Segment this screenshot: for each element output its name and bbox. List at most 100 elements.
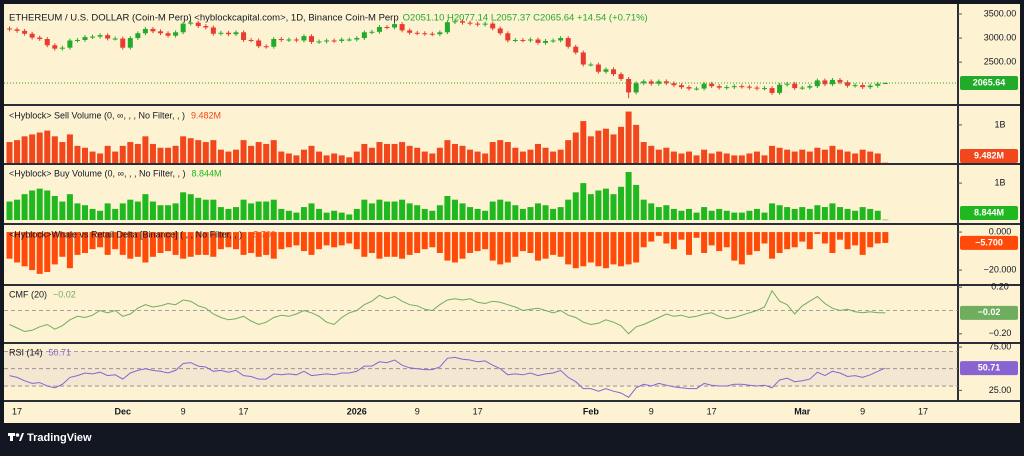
candle-body — [44, 39, 50, 46]
bar — [112, 208, 119, 220]
bar — [731, 232, 738, 261]
bar — [414, 147, 421, 163]
bar — [542, 205, 549, 220]
bar — [165, 232, 172, 252]
candle-body — [777, 84, 783, 93]
bar — [799, 232, 806, 242]
candle-body — [762, 88, 767, 90]
last-value-label: 8.844M — [974, 207, 1004, 217]
bar — [738, 212, 745, 220]
bar — [837, 207, 843, 220]
candle-body — [142, 28, 148, 34]
bar — [233, 149, 239, 163]
bar — [44, 130, 51, 163]
candle-body — [580, 52, 586, 65]
bar — [769, 145, 776, 163]
bar — [384, 232, 390, 257]
bar — [6, 142, 13, 163]
candle-body — [278, 39, 284, 41]
candle-body — [860, 85, 866, 88]
candle-body — [527, 39, 533, 41]
bar — [391, 201, 398, 220]
bar — [21, 232, 28, 267]
candle-body — [286, 39, 292, 41]
bar — [172, 232, 179, 255]
candle-body — [792, 83, 798, 89]
legend-value: −0.02 — [53, 289, 76, 299]
bar — [149, 143, 156, 163]
bar — [519, 232, 526, 252]
bar — [701, 207, 708, 220]
bar — [134, 201, 141, 220]
candle-body — [731, 86, 737, 88]
bar — [746, 153, 753, 163]
bar — [21, 194, 28, 220]
candle-body — [611, 69, 616, 75]
bar — [429, 153, 436, 163]
candle-body — [203, 26, 209, 28]
bar — [429, 210, 436, 220]
bar — [97, 210, 104, 220]
ohlc-label: O2051.10 H2077.14 L2057.37 C2065.64 +14.… — [403, 13, 648, 24]
y-tick-label: 3500.00 — [984, 8, 1017, 18]
bar — [776, 205, 783, 220]
bar — [353, 232, 360, 250]
bar — [867, 151, 874, 163]
bar — [572, 192, 579, 220]
bar — [519, 151, 526, 163]
candle-body — [7, 28, 12, 30]
candle-body — [867, 85, 873, 88]
candle-body — [256, 40, 262, 47]
bar — [686, 208, 692, 220]
bar — [270, 140, 277, 163]
bar — [535, 203, 541, 220]
bar — [867, 232, 874, 248]
y-tick-label: 2500.00 — [984, 56, 1017, 66]
bar — [663, 147, 670, 163]
bar — [421, 232, 428, 250]
bar — [557, 149, 564, 163]
bar — [338, 155, 345, 163]
bar — [119, 232, 126, 255]
bar — [814, 147, 821, 163]
last-value-box — [960, 76, 1018, 91]
bar — [353, 208, 360, 220]
legend-value: 9.482M — [191, 110, 221, 120]
bar — [482, 210, 489, 220]
bar — [595, 190, 602, 220]
bar — [278, 151, 285, 163]
bar — [104, 145, 111, 163]
bar — [165, 147, 172, 163]
bar — [187, 138, 194, 163]
brand-name: TradingView — [27, 432, 92, 444]
candle-body — [233, 32, 239, 35]
candle-body — [271, 39, 277, 47]
candle-body — [173, 32, 179, 36]
bar — [776, 147, 783, 163]
bar — [874, 232, 881, 244]
bar — [104, 232, 111, 255]
bar — [44, 190, 51, 220]
bar — [814, 232, 821, 234]
x-tick-label: 17 — [918, 406, 928, 416]
candle-body — [82, 37, 88, 40]
candle-body — [37, 37, 43, 40]
bar — [157, 147, 164, 163]
bar — [240, 140, 247, 163]
x-tick-label: 17 — [12, 406, 22, 416]
candle-body — [799, 87, 805, 89]
bar — [384, 143, 390, 163]
bar — [731, 155, 738, 163]
bar — [693, 232, 700, 238]
bar — [844, 151, 851, 163]
bar — [66, 134, 73, 163]
bar — [451, 143, 458, 163]
bar — [346, 214, 353, 220]
bar — [731, 212, 738, 220]
bar — [837, 232, 843, 240]
bar — [512, 205, 519, 220]
bar — [602, 188, 609, 220]
bar — [761, 232, 768, 244]
bar — [59, 201, 66, 220]
bar — [618, 186, 625, 220]
